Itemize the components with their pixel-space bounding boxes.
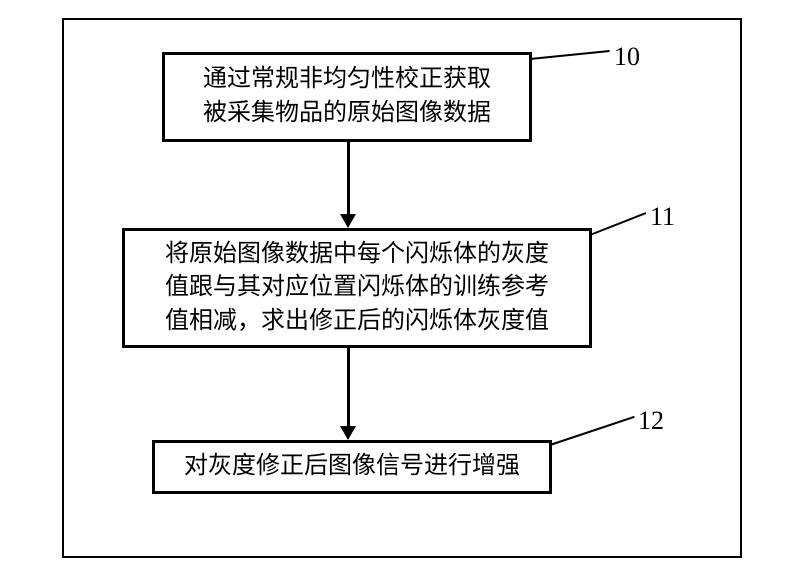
arrow-line <box>347 142 350 214</box>
flow-step-n10: 通过常规非均匀性校正获取 被采集物品的原始图像数据 <box>162 52 532 142</box>
flow-step-text: 对灰度修正后图像信号进行增强 <box>184 450 520 484</box>
flow-step-text: 通过常规非均匀性校正获取 被采集物品的原始图像数据 <box>203 63 491 130</box>
flow-step-n11: 将原始图像数据中每个闪烁体的灰度 值跟与其对应位置闪烁体的训练参考 值相减，求出… <box>122 228 592 348</box>
step-label-12: 12 <box>638 406 664 436</box>
step-label-11: 11 <box>650 202 675 232</box>
arrow-line <box>347 348 350 426</box>
flow-step-n12: 对灰度修正后图像信号进行增强 <box>152 440 552 494</box>
arrow-head-icon <box>340 426 356 440</box>
step-label-10: 10 <box>614 42 640 72</box>
flow-step-text: 将原始图像数据中每个闪烁体的灰度 值跟与其对应位置闪烁体的训练参考 值相减，求出… <box>165 238 549 339</box>
arrow-head-icon <box>340 214 356 228</box>
